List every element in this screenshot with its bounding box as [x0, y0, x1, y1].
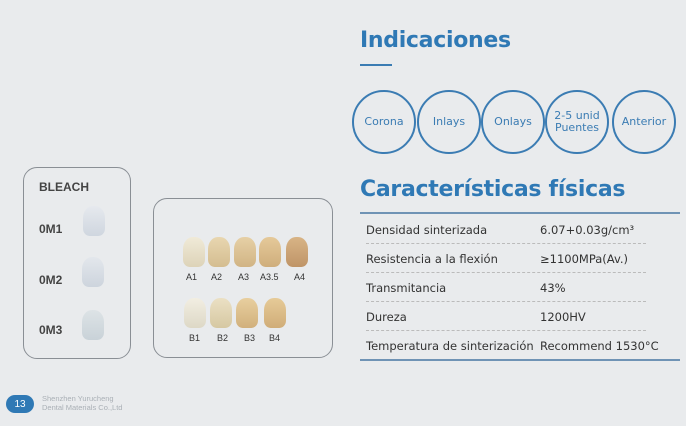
shade-guide-panel [153, 198, 333, 358]
indicaciones-title: Indicaciones [360, 28, 511, 53]
tooth-a3-image [234, 237, 256, 267]
shade-b3-label: B3 [244, 333, 256, 343]
tooth-a3.5-image [259, 237, 281, 267]
tooth-a2-image [208, 237, 230, 267]
row-label: Temperatura de sinterización [366, 339, 534, 353]
indication-anterior: Anterior [612, 90, 676, 154]
table-row: Temperatura de sinterización Recommend 15… [366, 331, 666, 360]
tooth-b3-image [236, 298, 258, 328]
tooth-a4-image [286, 237, 308, 267]
indication-corona: Corona [352, 90, 416, 154]
page-number-badge: 13 [6, 395, 34, 413]
tooth-a1-image [183, 237, 205, 267]
tooth-b4-image [264, 298, 286, 328]
shade-a35-label: A3.5 [260, 272, 279, 282]
shade-a2-label: A2 [211, 272, 223, 282]
shade-b4-label: B4 [269, 333, 281, 343]
shade-b2-label: B2 [217, 333, 229, 343]
row-value: Recommend 1530°C [540, 339, 659, 353]
table-row: Densidad sinterizada 6.07+0.03g/cm³ [366, 215, 666, 244]
table-row: Dureza 1200HV [366, 302, 666, 331]
tooth-b2-image [210, 298, 232, 328]
row-label: Transmitancia [366, 281, 447, 295]
row-value: 1200HV [540, 310, 586, 324]
row-label: Dureza [366, 310, 407, 324]
company-line-1: Shenzhen Yurucheng [42, 394, 114, 403]
divider [366, 272, 646, 273]
divider [366, 301, 646, 302]
shade-b1-label: B1 [189, 333, 201, 343]
tooth-0m2-image [82, 257, 104, 287]
tooth-0m1-image [83, 206, 105, 236]
shade-a1-label: A1 [186, 272, 198, 282]
row-label: Densidad sinterizada [366, 223, 488, 237]
indication-onlays: Onlays [481, 90, 545, 154]
indication-puentes: 2-5 unid Puentes [545, 90, 609, 154]
divider [366, 243, 646, 244]
shade-a4-label: A4 [294, 272, 306, 282]
shade-label: 0M2 [39, 273, 63, 287]
table-row: Transmitancia 43% [366, 273, 666, 302]
table-row: Resistencia a la flexión ≥1100MPa(Av.) [366, 244, 666, 273]
indication-inlays: Inlays [417, 90, 481, 154]
title-underline [360, 64, 392, 66]
row-value: 43% [540, 281, 566, 295]
company-line-2: Dental Materials Co.,Ltd [42, 403, 123, 412]
row-label: Resistencia a la flexión [366, 252, 498, 266]
row-value: ≥1100MPa(Av.) [540, 252, 629, 266]
shade-label: 0M3 [39, 323, 63, 337]
shade-label: 0M1 [39, 222, 63, 236]
caracteristicas-title: Características físicas [360, 177, 626, 202]
shade-a3-label: A3 [238, 272, 250, 282]
bleach-panel [23, 167, 131, 359]
company-name: Shenzhen Yurucheng Dental Materials Co.,L… [42, 394, 122, 412]
tooth-b1-image [184, 298, 206, 328]
table-top-line [360, 212, 680, 214]
row-value: 6.07+0.03g/cm³ [540, 223, 635, 237]
bleach-title: BLEACH [39, 180, 89, 194]
table-bottom-line [360, 359, 680, 361]
tooth-0m3-image [82, 310, 104, 340]
divider [366, 330, 646, 331]
